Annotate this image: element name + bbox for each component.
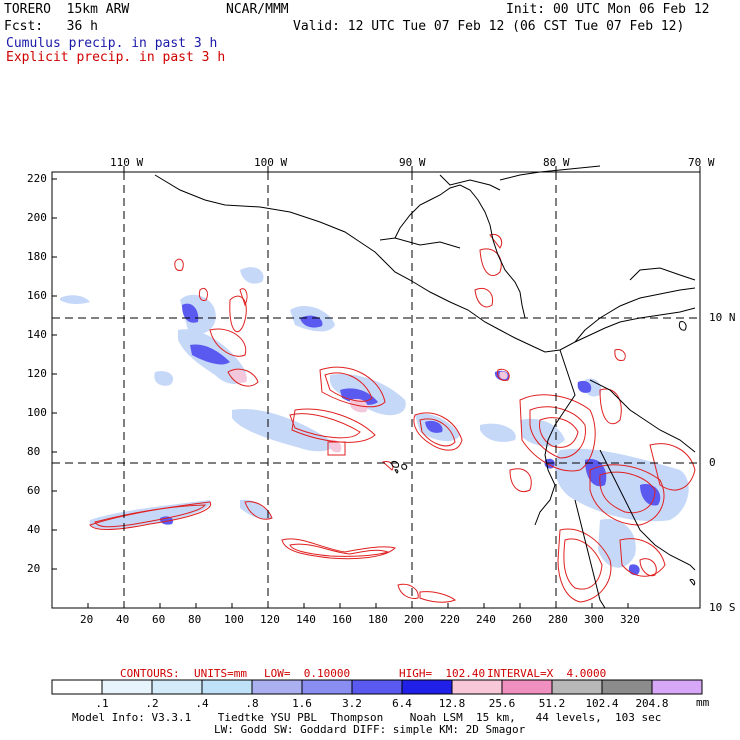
x-tick-label: 80 xyxy=(188,613,202,626)
x-tick-label: 320 xyxy=(620,613,640,626)
x-tick-label: 60 xyxy=(152,613,166,626)
colorbar-swatch xyxy=(301,679,353,695)
x-tick-label: 140 xyxy=(296,613,316,626)
y-tick-label: 20 xyxy=(27,562,41,575)
model-info: Model Info: V3.3.1 Tiedtke YSU PBL Thomp… xyxy=(72,711,662,724)
colorbar-swatch xyxy=(601,679,653,695)
colorbar-swatch xyxy=(251,679,303,695)
x-tick-label: 120 xyxy=(260,613,280,626)
colorbar-label: 6.4 xyxy=(392,697,412,710)
cumulus-precip-shading xyxy=(60,267,689,576)
x-tick-label: 300 xyxy=(584,613,604,626)
x-tick-label: 40 xyxy=(116,613,130,626)
model-physics: LW: Godd SW: Goddard DIFF: simple KM: 2D… xyxy=(214,723,526,736)
x-tick-label: 220 xyxy=(440,613,460,626)
x-tick-label: 160 xyxy=(332,613,352,626)
contours-units: UNITS=mm xyxy=(194,667,247,680)
contours-high: HIGH= 102.40 xyxy=(399,667,486,680)
y-tick-label: 220 xyxy=(27,172,47,185)
colorbar-swatch xyxy=(101,679,153,695)
x-tick-label: 240 xyxy=(476,613,496,626)
forecast-hour: Fcst: 36 h xyxy=(4,19,98,34)
colorbar-swatch xyxy=(151,679,203,695)
colorbar-swatch xyxy=(501,679,553,695)
colorbar-swatch xyxy=(651,679,703,695)
x-axis-ticks xyxy=(87,603,629,608)
colorbar-label: 12.8 xyxy=(438,697,466,710)
y-tick-label: 200 xyxy=(27,211,47,224)
lat-label-0: 0 xyxy=(709,456,716,469)
valid-time: Valid: 12 UTC Tue 07 Feb 12 (06 CST Tue … xyxy=(293,19,685,34)
colorbar-label: .2 xyxy=(145,697,159,710)
colorbar-label: .8 xyxy=(245,697,259,710)
colorbar-label: 3.2 xyxy=(342,697,362,710)
explicit-precip-contours xyxy=(89,233,696,603)
y-tick-label: 140 xyxy=(27,328,47,341)
x-tick-label: 260 xyxy=(512,613,532,626)
colorbar-label: 102.4 xyxy=(585,697,619,710)
x-tick-label: 180 xyxy=(368,613,388,626)
colorbar-label: .1 xyxy=(95,697,109,710)
contours-label: CONTOURS: xyxy=(120,667,180,680)
x-tick-label: 200 xyxy=(404,613,424,626)
colorbar-label: 51.2 xyxy=(538,697,566,710)
lon-ticks xyxy=(123,166,701,172)
colorbar-label: 25.6 xyxy=(488,697,516,710)
y-tick-label: 160 xyxy=(27,289,47,302)
y-tick-label: 120 xyxy=(27,367,47,380)
y-axis-ticks xyxy=(52,178,57,570)
field-cumulus-label: Cumulus precip. in past 3 h xyxy=(6,36,218,51)
colorbar-swatch xyxy=(451,679,503,695)
field-explicit-label: Explicit precip. in past 3 h xyxy=(6,50,226,65)
y-tick-label: 80 xyxy=(27,445,41,458)
y-tick-label: 60 xyxy=(27,484,41,497)
x-tick-label: 280 xyxy=(548,613,568,626)
lon-label-90w: 90 W xyxy=(399,156,426,169)
lat-label-10n: 10 N xyxy=(709,311,736,324)
y-tick-label: 40 xyxy=(27,523,41,536)
init-time: Init: 00 UTC Mon 06 Feb 12 xyxy=(506,2,710,17)
contours-low: LOW= 0.10000 xyxy=(264,667,351,680)
colorbar-label: 1.6 xyxy=(292,697,312,710)
x-tick-label: 20 xyxy=(80,613,94,626)
lon-label-100w: 100 W xyxy=(254,156,288,169)
y-tick-label: 100 xyxy=(27,406,47,419)
organization: NCAR/MMM xyxy=(226,2,289,17)
lat-lon-grid xyxy=(52,172,700,608)
lat-label-10s: 10 S xyxy=(709,601,736,614)
colorbar-swatch xyxy=(351,679,403,695)
colorbar-swatch xyxy=(401,679,453,695)
coastlines xyxy=(154,165,696,609)
y-tick-label: 180 xyxy=(27,250,47,263)
colorbar-unit: mm xyxy=(696,696,710,709)
colorbar-swatch xyxy=(551,679,603,695)
colorbar-swatch xyxy=(201,679,253,695)
lon-label-110w: 110 W xyxy=(110,156,144,169)
lon-label-70w: 70 W xyxy=(688,156,715,169)
colorbar-label: .4 xyxy=(195,697,209,710)
x-tick-label: 100 xyxy=(224,613,244,626)
lon-label-80w: 80 W xyxy=(543,156,570,169)
colorbar-swatch xyxy=(51,679,103,695)
contours-interval: INTERVAL=X 4.0000 xyxy=(487,667,607,680)
model-name: TORERO 15km ARW xyxy=(4,2,130,17)
colorbar-label: 204.8 xyxy=(635,697,669,710)
